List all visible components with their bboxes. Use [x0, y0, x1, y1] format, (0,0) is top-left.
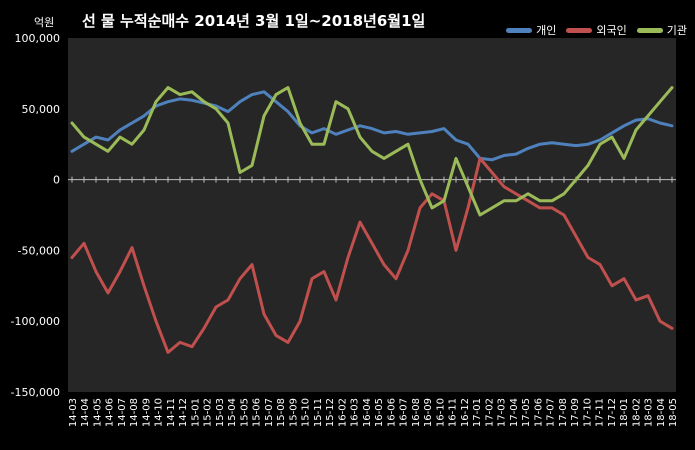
- x-tick-label: 15-06: [252, 398, 263, 427]
- x-tick-label: 16-11: [448, 398, 459, 427]
- y-tick-label: 100,000: [15, 32, 61, 45]
- x-tick-label: 17-02: [484, 398, 495, 427]
- x-tick-label: 16-02: [337, 398, 348, 427]
- y-tick-label: -150,000: [11, 386, 60, 399]
- x-tick-label: 14-06: [105, 398, 116, 427]
- x-tick-label: 16-10: [435, 398, 446, 427]
- series-line-1: [70, 156, 674, 354]
- x-tick-label: 16-03: [350, 398, 361, 427]
- legend-label-individual: 개인: [536, 24, 557, 37]
- x-tick-label: 17-05: [521, 398, 532, 427]
- y-axis-unit-label: 억원: [34, 16, 55, 29]
- x-tick-label: 17-07: [546, 398, 557, 427]
- y-tick-label: -100,000: [11, 315, 60, 328]
- legend-label-foreign: 외국인: [596, 24, 627, 37]
- x-tick-label: 16-08: [411, 398, 422, 427]
- x-tick-label: 15-07: [264, 398, 275, 427]
- x-tick-label: 17-01: [472, 398, 483, 427]
- x-tick-label: 15-01: [190, 398, 201, 427]
- y-tick-label: 50,000: [22, 103, 61, 116]
- x-tick-label: 18-03: [644, 398, 655, 427]
- plot-area: [68, 38, 676, 392]
- x-tick-label: 14-08: [129, 398, 140, 427]
- x-tick-label: 17-04: [509, 398, 520, 427]
- x-tick-label: 18-01: [619, 398, 630, 427]
- legend-label-institution: 기관: [666, 24, 687, 37]
- x-tick-label: 18-02: [631, 398, 642, 427]
- x-tick-label: 17-08: [558, 398, 569, 427]
- x-tick-label: 14-11: [166, 398, 177, 427]
- x-tick-label: 17-11: [595, 398, 606, 427]
- x-tick-label: 15-08: [276, 398, 287, 427]
- x-tick-label: 16-07: [399, 398, 410, 427]
- x-tick-label: 15-05: [239, 398, 250, 427]
- x-tick-label: 18-05: [668, 398, 679, 427]
- x-tick-label: 14-03: [68, 398, 79, 427]
- y-tick-label: -50,000: [18, 244, 60, 257]
- legend-item-foreign: 외국인: [566, 22, 627, 38]
- x-tick-label: 16-05: [374, 398, 385, 427]
- x-tick-label: 15-11: [313, 398, 324, 427]
- x-tick-label: 17-03: [497, 398, 508, 427]
- x-tick-label: 14-05: [92, 398, 103, 427]
- y-tick-label: 0: [53, 174, 60, 187]
- x-tick-label: 16-04: [362, 398, 373, 427]
- x-tick-label: 15-04: [227, 398, 238, 427]
- x-tick-label: 15-12: [325, 398, 336, 427]
- x-tick-label: 15-03: [215, 398, 226, 427]
- x-tick-label: 15-10: [301, 398, 312, 427]
- x-tick-label: 18-04: [656, 398, 667, 427]
- chart-title: 선 물 누적순매수 2014년 3월 1일~2018년6월1일: [82, 12, 426, 30]
- legend-item-individual: 개인: [506, 22, 556, 38]
- series-line-2: [70, 86, 674, 217]
- x-tick-label: 14-10: [154, 398, 165, 427]
- legend-swatch-individual: [506, 27, 533, 33]
- legend-swatch-foreign: [566, 27, 593, 33]
- legend: 개인 외국인 기관: [506, 22, 687, 38]
- x-tick-label: 17-12: [607, 398, 618, 427]
- x-tick-label: 16-12: [460, 398, 471, 427]
- x-tick-label: 15-09: [288, 398, 299, 427]
- x-tick-label: 14-04: [80, 398, 91, 427]
- series-line-0: [70, 90, 674, 162]
- x-tick-label: 14-09: [141, 398, 152, 427]
- x-tick-label: 17-09: [570, 398, 581, 427]
- legend-item-institution: 기관: [636, 22, 687, 38]
- x-tick-label: 15-02: [203, 398, 214, 427]
- x-tick-label: 17-06: [533, 398, 544, 427]
- x-tick-label: 14-07: [117, 398, 128, 427]
- x-tick-label: 16-09: [423, 398, 434, 427]
- x-tick-label: 17-10: [582, 398, 593, 427]
- x-tick-label: 14-12: [178, 398, 189, 427]
- legend-swatch-institution: [636, 27, 663, 33]
- x-tick-label: 16-06: [386, 398, 397, 427]
